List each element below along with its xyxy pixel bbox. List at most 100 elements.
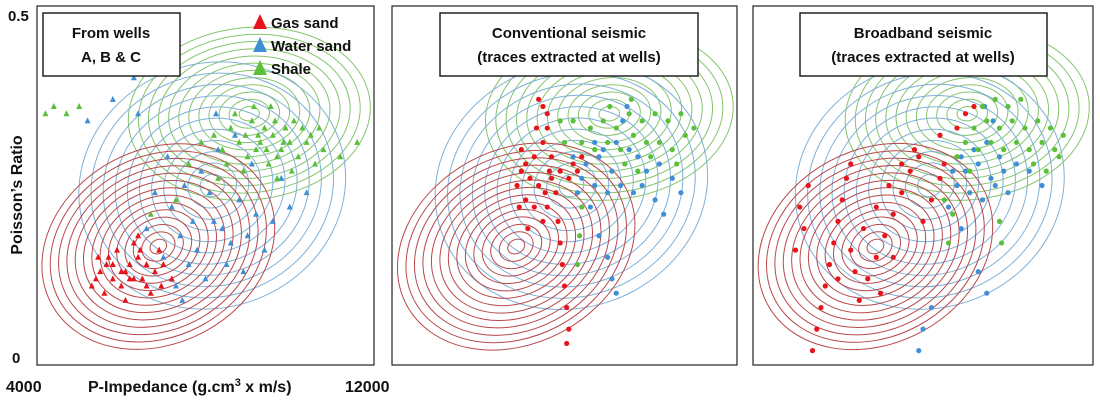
contour-gas-panel-3 [799, 179, 952, 314]
data-point-water [248, 160, 255, 167]
data-point-shale [312, 160, 319, 167]
data-point-gas [839, 197, 845, 203]
contour-gas-panel-3 [774, 157, 977, 336]
data-point-gas [564, 340, 570, 347]
data-point-water [992, 182, 998, 189]
data-point-water [984, 139, 990, 146]
data-point-water [996, 154, 1003, 160]
data-point-water [635, 154, 641, 160]
data-point-shale [682, 132, 688, 138]
data-point-shale [267, 103, 274, 110]
contour-shale-panel-1 [147, 41, 351, 187]
data-point-shale [261, 124, 268, 131]
data-point-gas [168, 275, 175, 282]
data-point-gas [831, 240, 837, 246]
data-point-gas [105, 253, 112, 260]
data-point-shale [231, 110, 238, 117]
panel-2-title-line-2: (traces extracted at wells) [477, 49, 660, 66]
data-point-gas [518, 147, 524, 153]
data-point-shale [278, 146, 285, 153]
data-point-shale [592, 147, 598, 153]
data-point-shale [1009, 118, 1015, 124]
data-point-shale [557, 118, 563, 124]
data-point-gas [118, 268, 125, 275]
data-point-gas [890, 211, 896, 217]
data-point-gas [890, 254, 896, 260]
data-point-water [1001, 168, 1007, 174]
panel-3-title-line-2: (traces extracted at wells) [831, 49, 1014, 66]
data-point-shale [1013, 139, 1020, 146]
data-point-shale [63, 110, 70, 117]
data-point-water [177, 232, 184, 239]
data-point-gas [97, 268, 104, 275]
contour-shale-panel-1 [238, 105, 260, 122]
data-point-shale [242, 131, 249, 138]
legend-item-shale: Shale [253, 60, 311, 78]
data-point-water [181, 182, 188, 188]
data-point-water [592, 139, 598, 146]
data-point-water [669, 175, 675, 181]
data-point-gas [843, 175, 850, 181]
data-point-gas [135, 253, 142, 260]
data-point-water [975, 161, 981, 167]
data-point-gas [130, 239, 137, 246]
data-point-shale [290, 117, 297, 124]
y-tick-label-max: 0.5 [8, 8, 29, 25]
data-point-shale [665, 118, 671, 124]
panel-frame-3 [752, 5, 1094, 366]
panel-2-points [514, 96, 697, 347]
data-point-gas [899, 161, 905, 167]
contour-shale-panel-3 [956, 105, 978, 122]
contour-gas-panel-3 [816, 194, 935, 299]
contour-water-panel-1 [114, 95, 310, 276]
data-point-shale [1039, 139, 1045, 146]
data-point-shale [1035, 118, 1041, 124]
data-point-shale [42, 110, 49, 117]
contour-gas-panel-2 [422, 164, 610, 329]
data-point-water [626, 147, 632, 153]
data-point-shale [561, 139, 568, 146]
data-point-gas [548, 154, 555, 160]
contour-water-panel-3 [855, 117, 1004, 254]
data-point-gas [533, 125, 540, 131]
data-point-gas [540, 103, 546, 110]
data-point-water [151, 189, 158, 196]
data-point-shale [1043, 168, 1049, 174]
contour-water-panel-3 [819, 83, 1041, 288]
data-point-shale [1005, 103, 1011, 110]
data-point-gas [523, 197, 529, 203]
data-point-water [574, 190, 581, 196]
data-point-shale [76, 103, 83, 110]
data-point-shale [628, 96, 634, 102]
data-point-gas [860, 225, 867, 232]
data-point-shale [269, 131, 276, 138]
data-point-gas [143, 260, 150, 267]
contour-shale-panel-3 [915, 77, 1019, 151]
data-point-gas [544, 204, 550, 210]
data-point-gas [88, 282, 95, 289]
data-point-gas [559, 261, 565, 268]
data-point-gas [882, 233, 888, 239]
contour-gas-panel-2 [439, 179, 594, 314]
contour-water-panel-1 [187, 162, 237, 209]
data-point-gas [160, 260, 167, 267]
data-point-gas [540, 218, 546, 224]
data-point-water [261, 246, 268, 253]
data-point-gas [835, 218, 841, 224]
data-point-gas [126, 275, 133, 282]
data-point-water [215, 146, 222, 153]
contour-gas-panel-3 [841, 216, 910, 277]
data-point-water [971, 147, 977, 153]
data-point-shale [587, 125, 593, 131]
panel-1-title-line-2: A, B & C [81, 49, 141, 66]
data-point-shale [962, 139, 969, 146]
contour-shale-panel-1 [168, 55, 331, 172]
data-point-water [227, 239, 234, 246]
data-point-water [979, 197, 986, 203]
contour-water-panel-3 [843, 106, 1016, 265]
data-point-gas [557, 168, 563, 174]
data-point-water [269, 217, 276, 224]
data-point-shale [999, 240, 1005, 246]
data-point-water [661, 211, 667, 217]
contour-shale-panel-1 [127, 26, 371, 201]
